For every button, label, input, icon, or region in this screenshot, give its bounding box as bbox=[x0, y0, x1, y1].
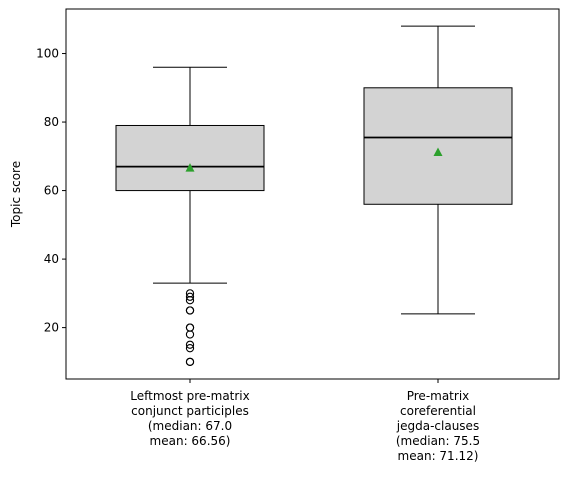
box-group bbox=[363, 25, 513, 315]
x-tick-label-line: conjunct participles bbox=[131, 404, 249, 418]
x-tick-label: Leftmost pre-matrix conjunct participles(… bbox=[130, 389, 250, 448]
outlier-point bbox=[185, 344, 195, 353]
mean-marker bbox=[185, 163, 195, 172]
outlier-point bbox=[185, 357, 195, 367]
plot-frame bbox=[65, 8, 560, 380]
y-tick-label: 40 bbox=[44, 252, 59, 266]
plot-area bbox=[115, 25, 513, 367]
outlier-point bbox=[185, 289, 195, 298]
mean-marker bbox=[433, 147, 443, 156]
x-tick-label: Pre-matrix coreferential jegda-clauses (med… bbox=[396, 389, 480, 463]
y-tick-label: 80 bbox=[44, 115, 59, 129]
x-tick-label-line: (median: 67.0 bbox=[148, 419, 232, 433]
x-tick-label-line: Pre-matrix bbox=[407, 389, 470, 403]
x-tick-label-line: coreferential bbox=[400, 404, 476, 418]
y-tick-label: 100 bbox=[36, 47, 59, 61]
outlier-point bbox=[185, 340, 195, 349]
box-group bbox=[115, 66, 265, 367]
y-axis-label: Topic score bbox=[9, 161, 23, 228]
x-tick-label-line: Leftmost pre-matrix bbox=[130, 389, 250, 403]
box-iqr bbox=[363, 87, 513, 205]
x-tick-label-line: mean: 71.12) bbox=[398, 449, 479, 463]
outlier-point bbox=[185, 292, 195, 301]
x-tick-label-line: (median: 75.5 bbox=[396, 434, 480, 448]
box-iqr bbox=[115, 124, 265, 192]
outlier-point bbox=[185, 330, 195, 339]
x-tick-label-line: jegda-clauses bbox=[396, 419, 479, 433]
outlier-point bbox=[185, 306, 195, 315]
x-tick-label-line: mean: 66.56) bbox=[150, 434, 231, 448]
outlier-point bbox=[185, 323, 195, 332]
y-axis: 20 40 60 80 100 bbox=[36, 47, 66, 335]
y-tick-label: 20 bbox=[44, 321, 59, 335]
y-tick-label: 60 bbox=[44, 184, 59, 198]
x-axis: Leftmost pre-matrix conjunct participles(… bbox=[130, 379, 480, 463]
